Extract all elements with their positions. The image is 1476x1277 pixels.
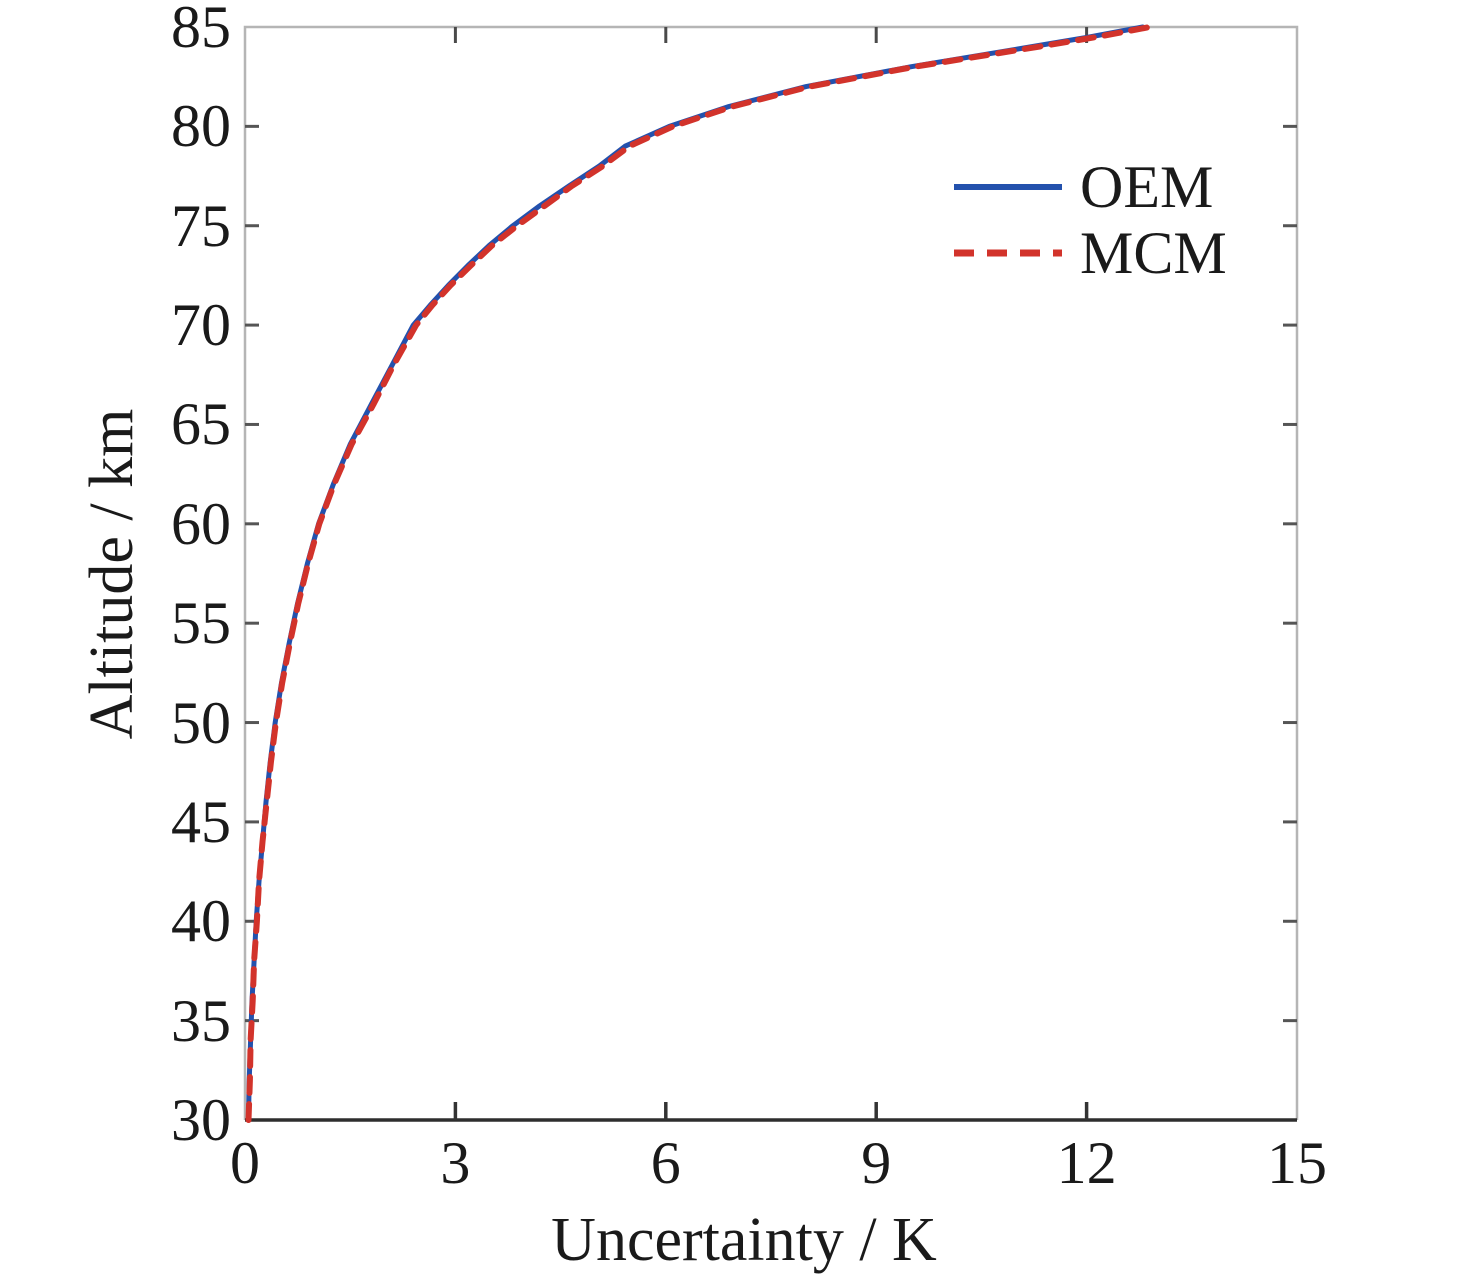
legend-label-mcm: MCM <box>1080 220 1227 286</box>
x-tick-label: 6 <box>650 1130 681 1196</box>
y-tick-label: 60 <box>171 490 231 557</box>
x-tick-label: 3 <box>440 1130 471 1196</box>
y-tick-label: 75 <box>171 192 231 259</box>
series-layer <box>245 24 1153 1123</box>
y-tick-label: 35 <box>171 987 231 1054</box>
legend-entry-mcm: MCM <box>952 220 1227 286</box>
x-tick-label: 0 <box>230 1130 260 1196</box>
x-tick-label: 12 <box>1056 1130 1117 1196</box>
y-axis-title: Altitude / km <box>78 408 146 739</box>
y-tick-label: 80 <box>171 93 231 160</box>
y-tick-label: 65 <box>171 391 231 458</box>
legend-label-oem: OEM <box>1080 154 1214 220</box>
oem-line-sample-icon <box>954 184 1062 190</box>
x-tick-label: 15 <box>1267 1130 1327 1196</box>
legend: OEM MCM <box>952 154 1227 286</box>
y-tick-label: 70 <box>171 292 231 359</box>
series-mcm <box>245 24 1153 1123</box>
x-tick-label: 9 <box>861 1130 892 1196</box>
y-tick-label: 30 <box>171 1087 231 1153</box>
y-tick-label: 45 <box>171 788 231 855</box>
y-tick-label: 50 <box>171 689 231 756</box>
legend-entry-oem: OEM <box>952 154 1227 220</box>
axes-layer <box>243 25 1299 1122</box>
plot-box <box>243 25 1299 1120</box>
y-tick-label: 55 <box>171 590 231 657</box>
x-axis-title: Uncertainty / K <box>551 1206 937 1274</box>
mcm-line-sample-icon <box>954 249 1062 257</box>
y-tick-label: 40 <box>171 888 231 955</box>
y-tick-label: 85 <box>171 0 231 60</box>
